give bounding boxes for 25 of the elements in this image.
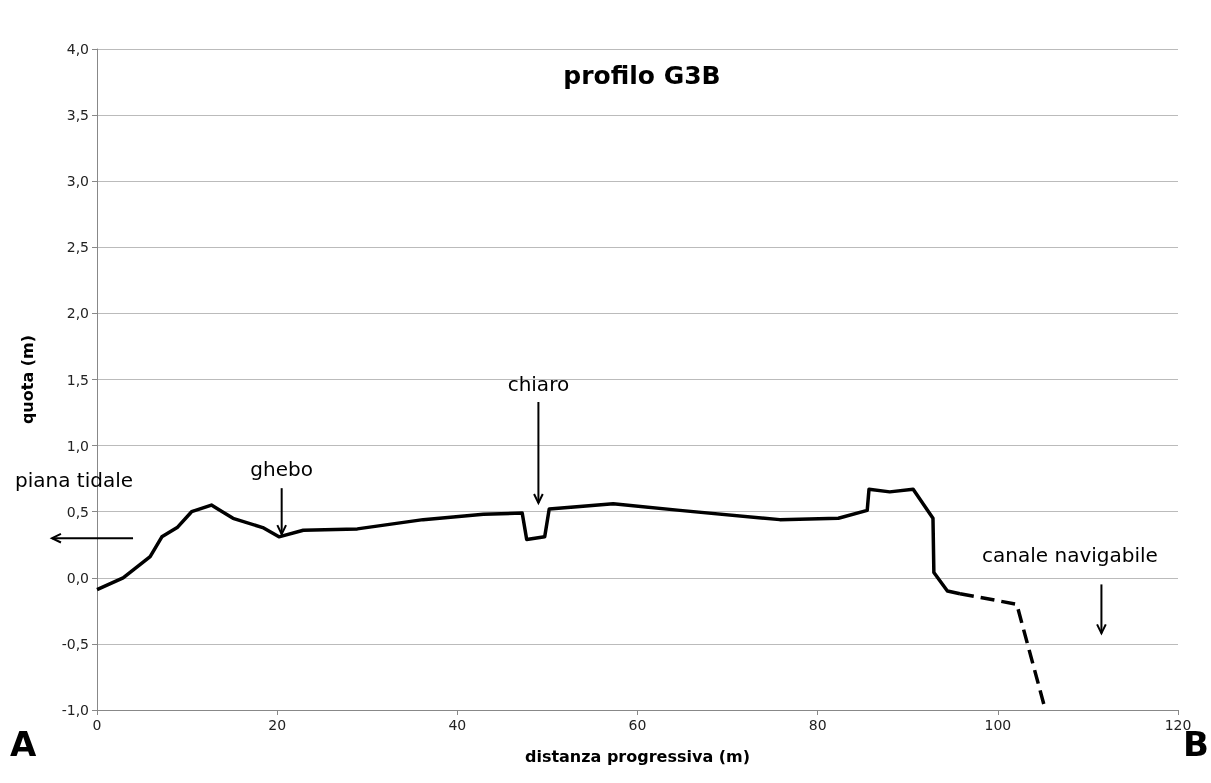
y-tick-label: 2,5 [66,239,89,256]
y-tick-label: 0,5 [66,503,89,520]
text: profilo G3B [563,61,721,90]
annotation: canale navigabile [982,543,1158,567]
y-tick-label: -0,5 [61,635,89,652]
y-tick-label: 2,0 [66,305,89,322]
y-tick-label: 3,5 [66,107,89,124]
y-tick-label: 3,0 [66,173,89,190]
y-tick-label: 0,0 [66,569,89,586]
x-axis-title: distanza progressiva (m) [524,746,751,766]
x-tick-label: 80 [808,717,827,733]
annotation: piana tidale [15,468,134,492]
text: A [10,724,37,764]
x-tick-label: 60 [628,717,647,733]
annotation: ghebo [250,457,313,482]
y-axis-title: quota (m) [17,334,37,425]
y-tick-label: -1,0 [61,702,89,718]
annotation: chiaro [507,372,570,396]
y-tick-label: 1,0 [66,437,89,454]
x-tick-label: 100 [984,717,1012,733]
x-tick-label: 40 [448,717,467,733]
y-tick-label: 1,5 [66,371,89,388]
x-tick-label: 0 [92,717,102,733]
y-tick-label: 4,0 [66,41,89,57]
x-tick-label: 20 [268,717,287,733]
